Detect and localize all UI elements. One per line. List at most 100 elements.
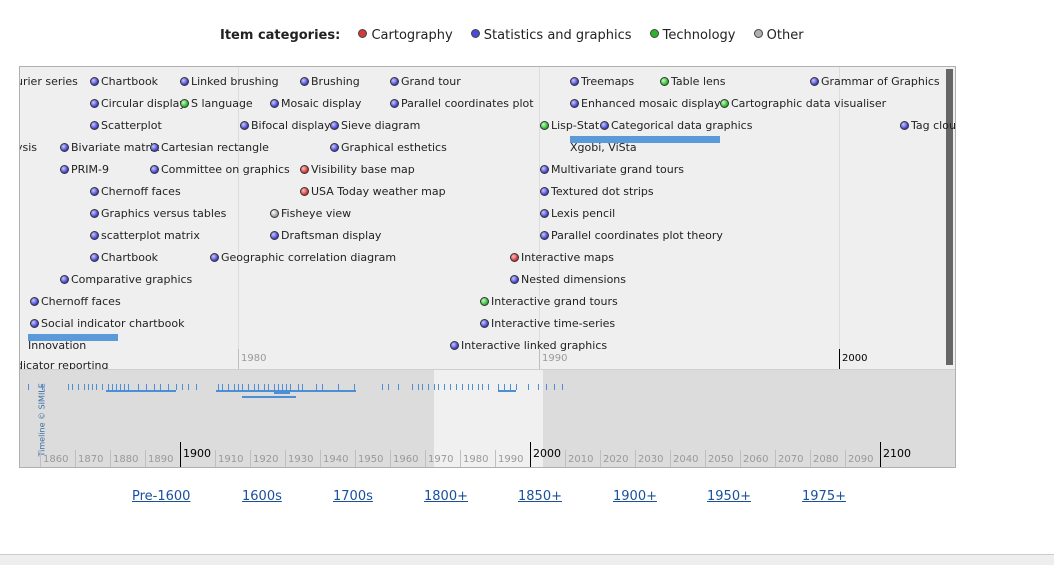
nav-1600s[interactable]: 1600s bbox=[242, 489, 282, 504]
event-marker-icon[interactable] bbox=[540, 165, 549, 174]
event-label[interactable]: Grammar of Graphics bbox=[821, 75, 940, 88]
event-marker-icon[interactable] bbox=[540, 231, 549, 240]
timeline-overview-band[interactable]: Timeline © SIMILE 1860 1870 1880 1890 1900 19… bbox=[20, 369, 955, 467]
timeline-event[interactable]: S language bbox=[180, 97, 253, 110]
event-marker-icon[interactable] bbox=[60, 165, 69, 174]
timeline-event[interactable]: Cartographic data visualiser bbox=[720, 97, 886, 110]
event-marker-icon[interactable] bbox=[150, 165, 159, 174]
event-label[interactable]: Bivariate matrix bbox=[71, 141, 160, 154]
timeline-event[interactable]: Cartesian rectangle bbox=[150, 141, 269, 154]
timeline-event[interactable]: Grand tour bbox=[390, 75, 461, 88]
timeline-event[interactable]: Comparative graphics bbox=[60, 273, 192, 286]
event-label[interactable]: Cartesian rectangle bbox=[161, 141, 269, 154]
timeline-event[interactable]: Chartbook bbox=[90, 251, 158, 264]
timeline-event[interactable]: Committee on graphics bbox=[150, 163, 290, 176]
event-label[interactable]: Treemaps bbox=[581, 75, 635, 88]
timeline-event[interactable]: Chernoff faces bbox=[90, 185, 181, 198]
event-marker-icon[interactable] bbox=[270, 231, 279, 240]
event-marker-icon[interactable] bbox=[810, 77, 819, 86]
timeline-event[interactable]: Parallel coordinates plot bbox=[390, 97, 534, 110]
timeline-event[interactable]: Linked brushing bbox=[180, 75, 279, 88]
event-label[interactable]: Geographic correlation diagram bbox=[221, 251, 397, 264]
event-label[interactable]: Sieve diagram bbox=[341, 119, 421, 132]
timeline-event[interactable]: ysis bbox=[20, 141, 37, 154]
timeline-event[interactable]: Lisp-Stat bbox=[540, 119, 599, 132]
event-label[interactable]: Multivariate grand tours bbox=[551, 163, 684, 176]
nav-1950-plus[interactable]: 1950+ bbox=[707, 489, 751, 504]
timeline-event[interactable]: Table lens bbox=[660, 75, 725, 88]
event-marker-icon[interactable] bbox=[210, 253, 219, 262]
event-marker-icon[interactable] bbox=[480, 297, 489, 306]
timeline-event[interactable]: PRIM-9 bbox=[60, 163, 109, 176]
event-label[interactable]: S language bbox=[191, 97, 253, 110]
event-marker-icon[interactable] bbox=[30, 319, 39, 328]
nav-1850-plus[interactable]: 1850+ bbox=[518, 489, 562, 504]
timeline-event[interactable]: Graphics versus tables bbox=[90, 207, 226, 220]
event-label[interactable]: Chartbook bbox=[101, 75, 159, 88]
timeline-event[interactable]: Chartbook bbox=[90, 75, 158, 88]
event-marker-icon[interactable] bbox=[900, 121, 909, 130]
timeline-detail-band[interactable]: 1980 1990 2000 urier series Chartbook Link… bbox=[20, 67, 955, 369]
duration-bar[interactable] bbox=[570, 136, 720, 143]
event-marker-icon[interactable] bbox=[60, 275, 69, 284]
event-label[interactable]: Categorical data graphics bbox=[611, 119, 753, 132]
timeline-event[interactable]: Textured dot strips bbox=[540, 185, 654, 198]
timeline-event[interactable]: Interactive time-series bbox=[480, 317, 615, 330]
event-marker-icon[interactable] bbox=[600, 121, 609, 130]
event-label[interactable]: Mosaic display bbox=[281, 97, 362, 110]
event-label[interactable]: ysis bbox=[20, 141, 38, 154]
timeline-event[interactable]: Circular display bbox=[90, 97, 186, 110]
timeline-event[interactable]: Sieve diagram bbox=[330, 119, 420, 132]
timeline-event[interactable]: Chernoff faces bbox=[30, 295, 121, 308]
nav-1700s[interactable]: 1700s bbox=[333, 489, 373, 504]
event-label[interactable]: Circular display bbox=[101, 97, 186, 110]
nav-1800-plus[interactable]: 1800+ bbox=[424, 489, 468, 504]
event-marker-icon[interactable] bbox=[300, 187, 309, 196]
event-label[interactable]: Lexis pencil bbox=[551, 207, 616, 220]
event-marker-icon[interactable] bbox=[330, 143, 339, 152]
timeline-event[interactable]: Tag clou bbox=[900, 119, 955, 132]
event-label[interactable]: Enhanced mosaic display bbox=[581, 97, 721, 110]
event-label[interactable]: Table lens bbox=[671, 75, 726, 88]
event-marker-icon[interactable] bbox=[540, 121, 549, 130]
event-marker-icon[interactable] bbox=[540, 187, 549, 196]
event-marker-icon[interactable] bbox=[90, 99, 99, 108]
event-label[interactable]: Interactive time-series bbox=[491, 317, 616, 330]
timeline-event[interactable]: Draftsman display bbox=[270, 229, 381, 242]
event-label[interactable]: Interactive grand tours bbox=[491, 295, 618, 308]
event-marker-icon[interactable] bbox=[660, 77, 669, 86]
event-label[interactable]: Scatterplot bbox=[101, 119, 162, 132]
duration-bar[interactable] bbox=[28, 334, 118, 341]
nav-pre-1600[interactable]: Pre-1600 bbox=[132, 489, 191, 504]
event-label[interactable]: Textured dot strips bbox=[551, 185, 654, 198]
timeline-event[interactable]: Innovation bbox=[28, 339, 86, 352]
event-label[interactable]: Linked brushing bbox=[191, 75, 279, 88]
timeline-event[interactable]: Bivariate matrix bbox=[60, 141, 160, 154]
timeline-event[interactable]: Parallel coordinates plot theory bbox=[540, 229, 723, 242]
event-marker-icon[interactable] bbox=[90, 231, 99, 240]
event-marker-icon[interactable] bbox=[510, 253, 519, 262]
timeline-event[interactable]: Nested dimensions bbox=[510, 273, 626, 286]
nav-1975-plus[interactable]: 1975+ bbox=[802, 489, 846, 504]
timeline-event[interactable]: Treemaps bbox=[570, 75, 634, 88]
event-label[interactable]: Tag clou bbox=[911, 119, 955, 132]
event-marker-icon[interactable] bbox=[60, 143, 69, 152]
nav-1900-plus[interactable]: 1900+ bbox=[613, 489, 657, 504]
timeline-event[interactable]: USA Today weather map bbox=[300, 185, 446, 198]
event-label[interactable]: Lisp-Stat bbox=[551, 119, 600, 132]
event-label[interactable]: Comparative graphics bbox=[71, 273, 193, 286]
timeline-event[interactable]: Fisheye view bbox=[270, 207, 351, 220]
event-marker-icon[interactable] bbox=[180, 77, 189, 86]
event-marker-icon[interactable] bbox=[90, 77, 99, 86]
event-label[interactable]: dicator reporting bbox=[20, 359, 109, 369]
timeline-event[interactable]: Lexis pencil bbox=[540, 207, 615, 220]
event-label[interactable]: Brushing bbox=[311, 75, 360, 88]
timeline-event[interactable]: Grammar of Graphics bbox=[810, 75, 940, 88]
timeline-event[interactable]: Social indicator chartbook bbox=[30, 317, 184, 330]
event-marker-icon[interactable] bbox=[510, 275, 519, 284]
timeline-event[interactable]: Interactive grand tours bbox=[480, 295, 618, 308]
timeline-event[interactable]: scatterplot matrix bbox=[90, 229, 200, 242]
event-marker-icon[interactable] bbox=[180, 99, 189, 108]
event-marker-icon[interactable] bbox=[480, 319, 489, 328]
timeline-event[interactable]: Scatterplot bbox=[90, 119, 162, 132]
